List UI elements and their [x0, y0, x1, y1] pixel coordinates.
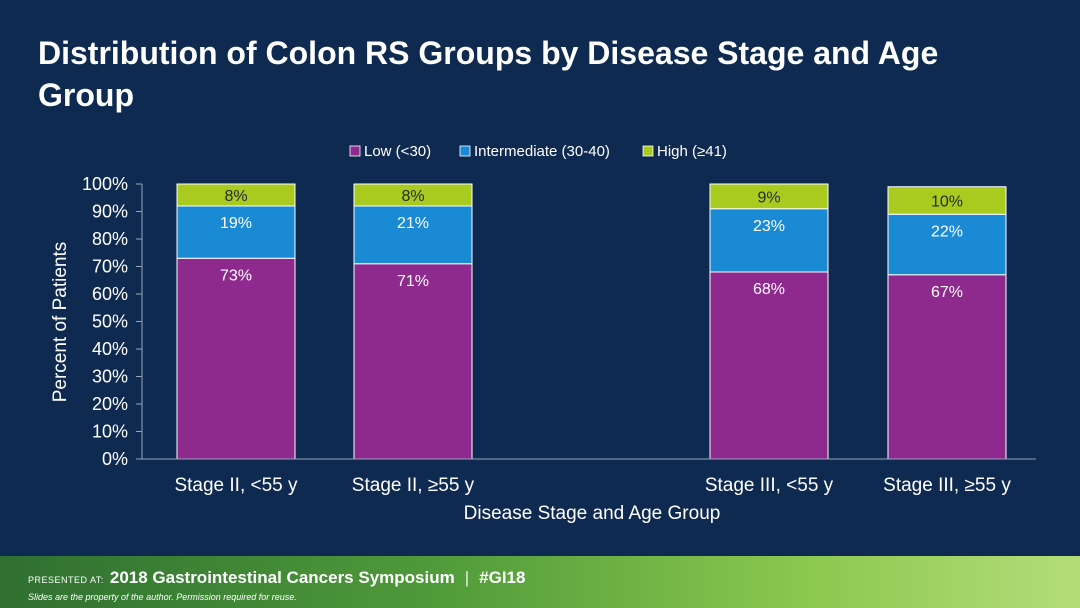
y-tick-label: 20%: [92, 394, 128, 414]
y-tick-label: 30%: [92, 367, 128, 387]
bars: 73% 19% 8% 71% 21% 8% 68% 23% 9% 67% 22% 10%: [176, 183, 1007, 460]
y-tick-label: 60%: [92, 284, 128, 304]
y-axis: 0% 10% 20% 30% 40% 50% 60% 70% 80% 90% 100%: [82, 174, 143, 469]
x-axis: Stage II, <55 y Stage II, ≥55 y Stage III,…: [142, 458, 1036, 496]
x-axis-label: Disease Stage and Age Group: [464, 503, 721, 524]
presented-at-label: PRESENTED AT:: [28, 575, 104, 585]
data-label: 22%: [931, 223, 963, 240]
data-label: 67%: [931, 284, 963, 301]
event-hashtag: #GI18: [479, 568, 526, 587]
bar-segment: [709, 183, 829, 210]
footer-banner: PRESENTED AT: 2018 Gastrointestinal Canc…: [0, 556, 1080, 608]
x-tick-label: Stage II, ≥55 y: [352, 475, 475, 496]
data-label: 19%: [220, 215, 252, 232]
data-label: 21%: [397, 215, 429, 232]
bar-segment: [353, 263, 473, 460]
bar-segment: [887, 186, 1007, 215]
bar-segment: [709, 271, 829, 460]
y-tick-label: 0%: [102, 449, 128, 469]
legend-label: High (≥41): [657, 143, 727, 160]
chart-legend: Low (<30) Intermediate (30-40) High (≥41): [349, 143, 727, 160]
legend-swatch: [349, 145, 361, 157]
footer-disclaimer: Slides are the property of the author. P…: [28, 592, 297, 602]
data-label: 10%: [931, 194, 963, 211]
bar-segment: [176, 257, 296, 460]
bar-segment: [353, 205, 473, 265]
y-tick-label: 90%: [92, 202, 128, 222]
x-tick-label: Stage III, <55 y: [705, 475, 834, 496]
y-tick-label: 50%: [92, 312, 128, 332]
bar-segment: [887, 274, 1007, 460]
data-label: 9%: [757, 189, 780, 206]
data-label: 8%: [224, 188, 247, 205]
data-label: 23%: [753, 218, 785, 235]
data-label: 73%: [220, 267, 252, 284]
x-tick-label: Stage III, ≥55 y: [883, 475, 1011, 496]
bar-segment: [176, 183, 296, 207]
event-name: 2018 Gastrointestinal Cancers Symposium: [109, 568, 455, 587]
bar-segment: [709, 208, 829, 273]
footer-line: PRESENTED AT: 2018 Gastrointestinal Canc…: [28, 568, 525, 588]
footer-separator: |: [464, 568, 470, 587]
y-tick-label: 40%: [92, 339, 128, 359]
legend-label: Low (<30): [364, 143, 431, 160]
bar-segment: [176, 205, 296, 259]
data-label: 8%: [401, 188, 424, 205]
legend-swatch: [642, 145, 654, 157]
y-tick-label: 70%: [92, 257, 128, 277]
y-tick-label: 80%: [92, 229, 128, 249]
x-tick-label: Stage II, <55 y: [174, 475, 298, 496]
data-label: 71%: [397, 273, 429, 290]
legend-swatch: [459, 145, 471, 157]
stacked-bar-chart: Low (<30) Intermediate (30-40) High (≥41) …: [50, 143, 1036, 524]
y-tick-label: 10%: [92, 422, 128, 442]
slide-title: Distribution of Colon RS Groups by Disea…: [38, 35, 939, 113]
y-axis-label: Percent of Patients: [50, 242, 71, 403]
y-tick-label: 100%: [82, 174, 128, 194]
bar-segment: [353, 183, 473, 207]
legend-label: Intermediate (30-40): [474, 143, 610, 160]
data-label: 68%: [753, 281, 785, 298]
